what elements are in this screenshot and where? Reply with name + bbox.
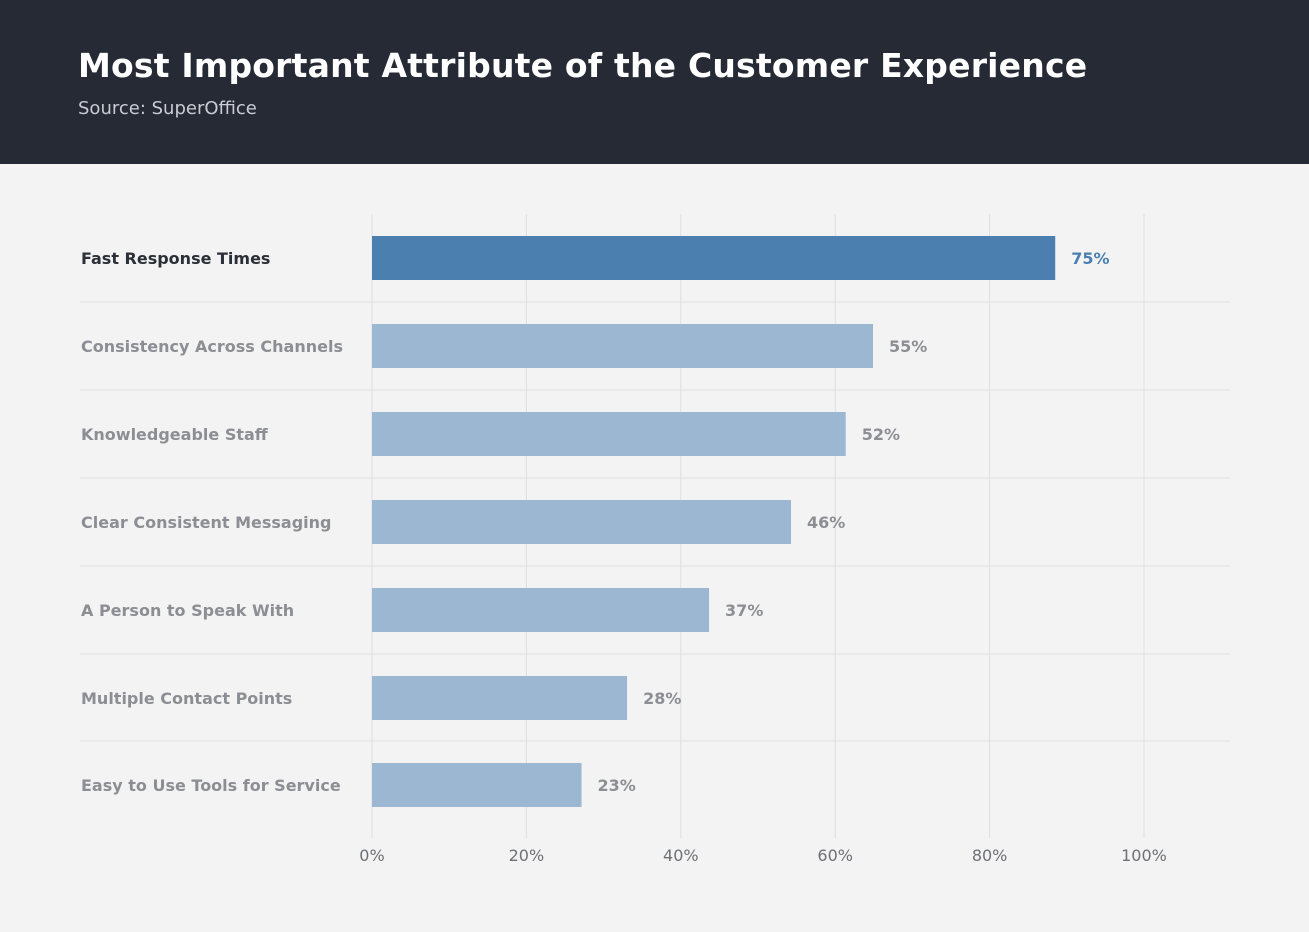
chart-header: Most Important Attribute of the Customer… — [0, 0, 1309, 164]
x-tick-label: 20% — [509, 846, 545, 865]
x-tick-label: 40% — [663, 846, 699, 865]
value-label: 37% — [725, 601, 763, 620]
chart-source: Source: SuperOffice — [78, 98, 257, 119]
bar — [372, 676, 628, 720]
category-label: Clear Consistent Messaging — [81, 513, 332, 532]
category-label: Knowledgeable Staff — [81, 425, 269, 444]
x-tick-label: 80% — [972, 846, 1008, 865]
category-label: Easy to Use Tools for Service — [81, 776, 341, 795]
value-label: 75% — [1071, 249, 1109, 268]
category-label: A Person to Speak With — [81, 601, 294, 620]
x-tick-label: 60% — [817, 846, 853, 865]
category-label: Multiple Contact Points — [81, 689, 292, 708]
bar — [372, 324, 874, 368]
bar — [372, 763, 582, 807]
x-tick-label: 100% — [1121, 846, 1167, 865]
x-tick-label: 0% — [359, 846, 384, 865]
value-label: 46% — [807, 513, 845, 532]
chart-title: Most Important Attribute of the Customer… — [78, 46, 1088, 85]
value-label: 55% — [889, 337, 927, 356]
bar — [372, 588, 710, 632]
bar-highlighted — [372, 236, 1056, 280]
value-label: 52% — [862, 425, 900, 444]
category-label: Fast Response Times — [81, 249, 270, 268]
value-label: 23% — [598, 776, 636, 795]
bar — [372, 412, 846, 456]
value-label: 28% — [643, 689, 681, 708]
bar — [372, 500, 792, 544]
category-label: Consistency Across Channels — [81, 337, 343, 356]
